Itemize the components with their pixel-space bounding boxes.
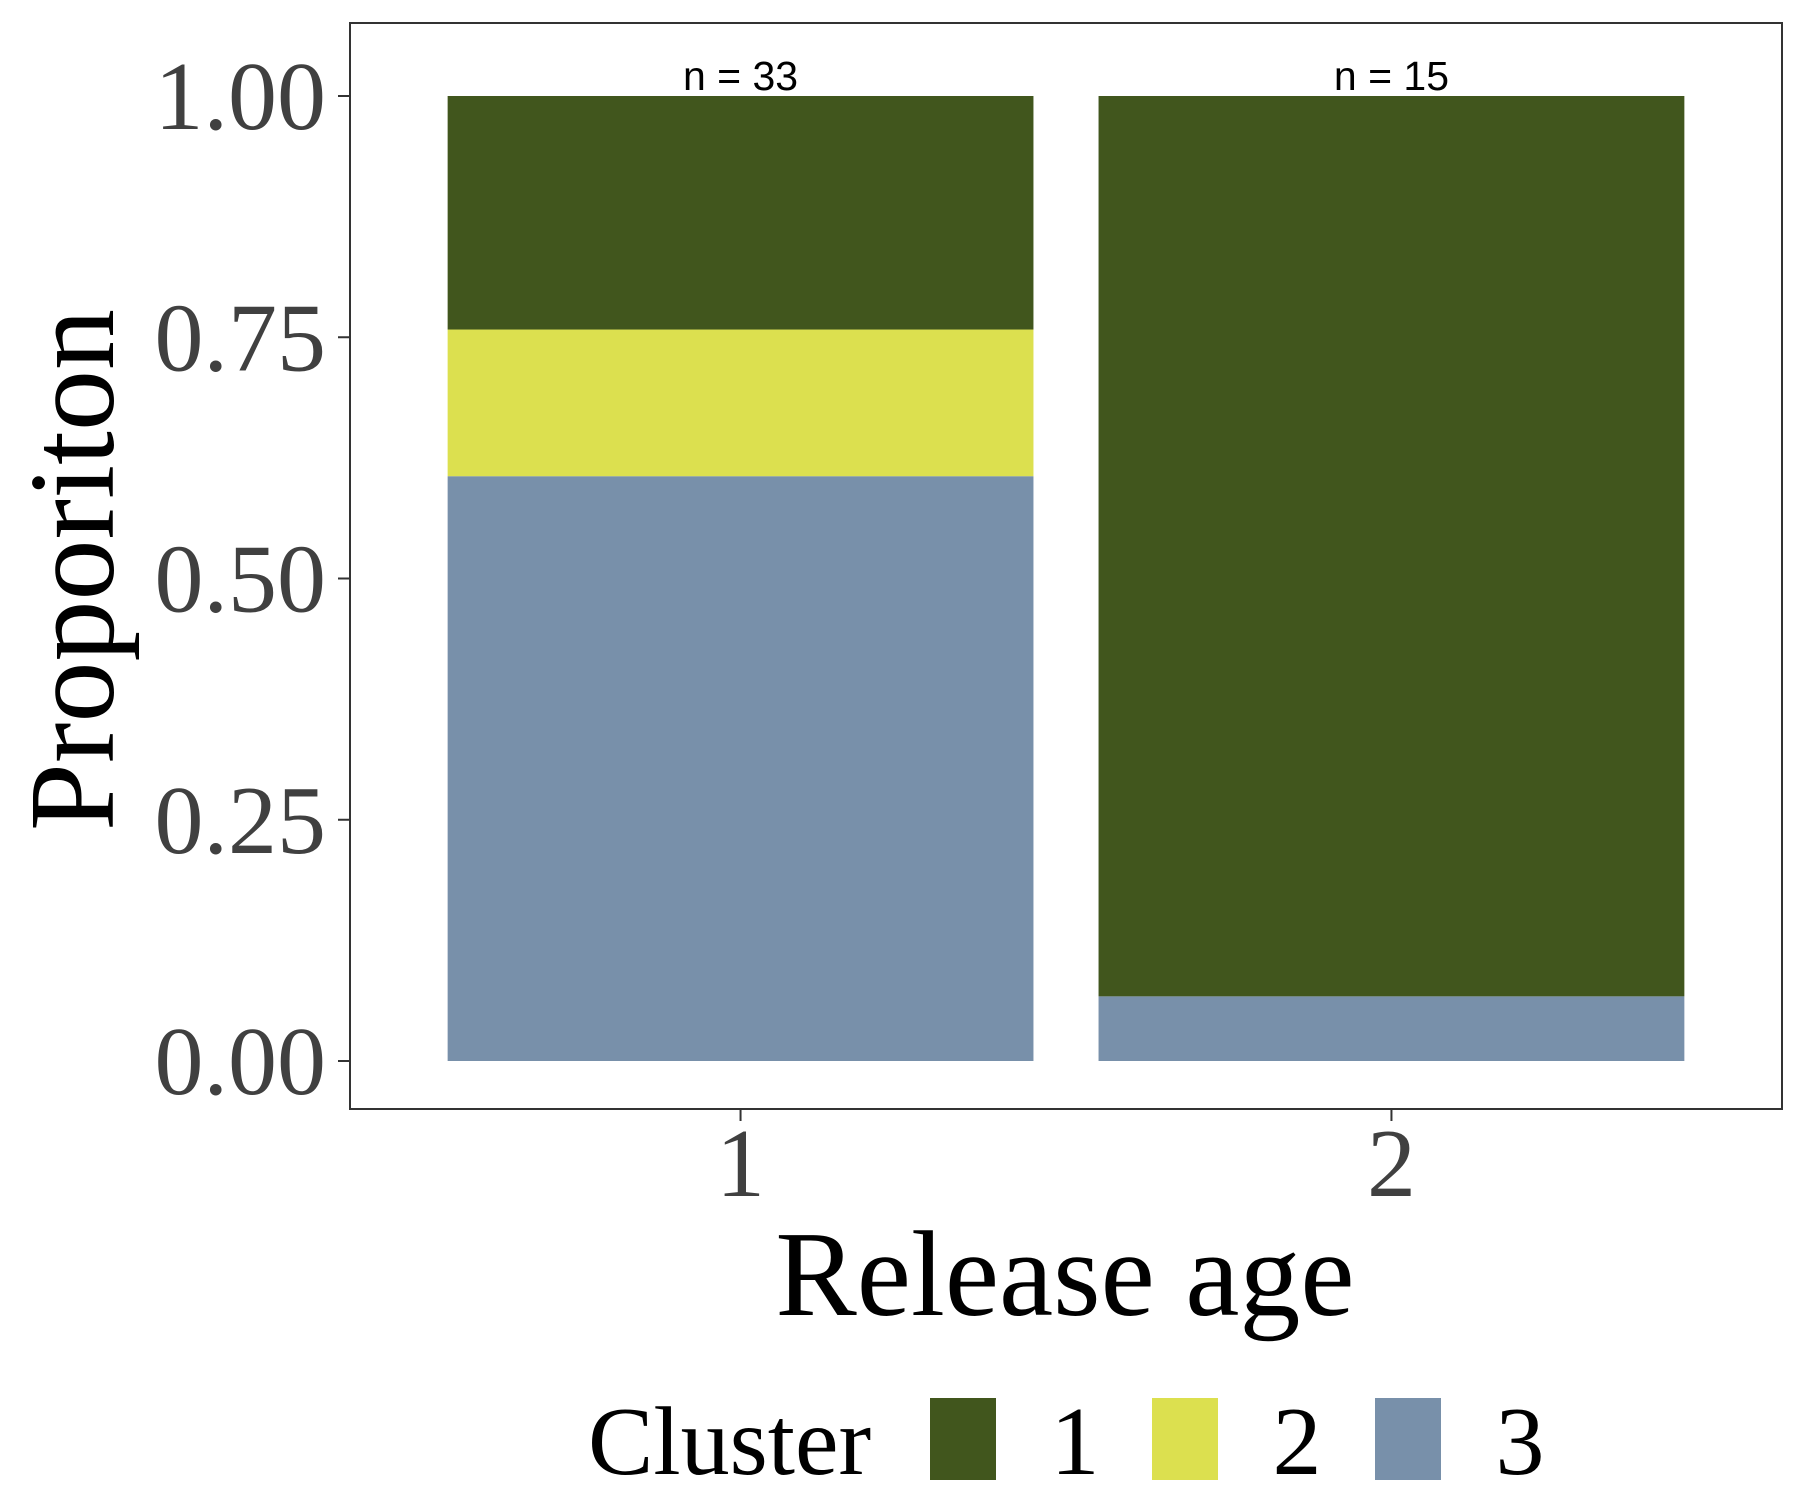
panel-border <box>349 22 1783 1110</box>
x-tick-label: 2 <box>1367 1110 1416 1218</box>
y-axis-title: Proporiton <box>5 309 140 831</box>
y-tick-label: 1.00 <box>155 43 327 151</box>
legend-label: 2 <box>1273 1388 1322 1496</box>
y-axis: 0.00 0.25 0.50 0.75 1.00 <box>155 43 350 1116</box>
legend-title: Cluster <box>588 1388 871 1496</box>
legend-label: 1 <box>1051 1388 1100 1496</box>
n-label: n = 33 <box>683 53 798 99</box>
legend: Cluster 1 2 3 <box>588 1388 1545 1496</box>
x-tick-label: 1 <box>716 1110 765 1218</box>
bar-segment-age-2-cluster-1 <box>1098 96 1685 997</box>
bar-segment-age-1-cluster-2 <box>447 329 1034 477</box>
legend-key-cluster-2 <box>1152 1398 1218 1480</box>
legend-label: 3 <box>1496 1388 1545 1496</box>
y-tick-label: 0.50 <box>155 526 327 634</box>
y-tick-label: 0.75 <box>155 284 327 392</box>
legend-key-cluster-1 <box>930 1398 996 1480</box>
bar-segment-age-2-cluster-3 <box>1098 996 1685 1061</box>
bars <box>447 96 1685 1062</box>
n-label: n = 15 <box>1334 53 1449 99</box>
n-annotations: n = 33 n = 15 <box>683 53 1449 99</box>
bar-segment-age-1-cluster-3 <box>447 476 1034 1062</box>
x-axis-title: Release age <box>775 1207 1354 1342</box>
y-tick-label: 0.00 <box>155 1008 327 1116</box>
bar-segment-age-1-cluster-1 <box>447 96 1034 330</box>
y-tick-label: 0.25 <box>155 767 327 875</box>
legend-key-cluster-3 <box>1375 1398 1441 1480</box>
